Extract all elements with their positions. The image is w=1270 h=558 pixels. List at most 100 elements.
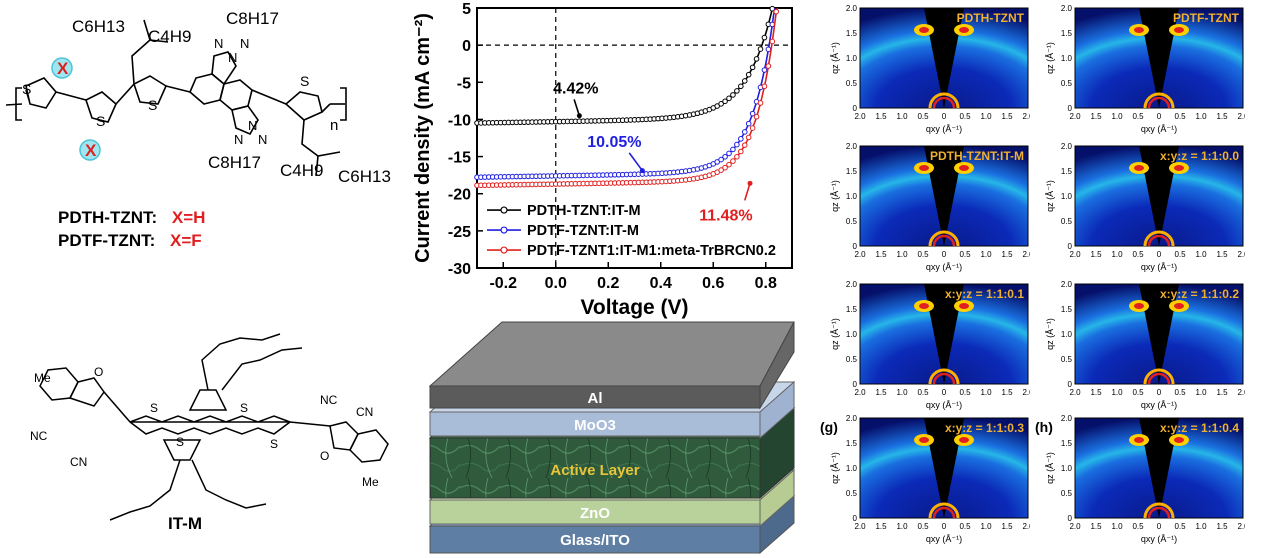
layer-label-zno: ZnO	[580, 505, 610, 522]
giwaxs-ytick-2: 1.0	[846, 464, 858, 473]
data-point-1-183	[714, 159, 720, 165]
layer-label-active: Active Layer	[550, 462, 639, 479]
giwaxs-ylabel: qz (Å⁻¹)	[830, 318, 840, 350]
layer-label-moo3: MoO3	[574, 417, 616, 434]
data-point-2-198	[734, 153, 740, 160]
giwaxs-xtick-0: 2.0	[854, 388, 866, 397]
data-point-0-198	[734, 88, 740, 94]
specular-arc	[1143, 368, 1175, 385]
giwaxs-panel-8: 2.0 1.5 1.0 0.5 0 0.5 1.0 1.5 2.0 2.0 1.5 1.0 0.5 0 qx…	[1035, 414, 1245, 544]
layer-moo3	[429, 411, 761, 437]
giwaxs-xtick-1: 1.5	[875, 388, 887, 397]
giwaxs-ytick-0: 2.0	[1061, 4, 1073, 13]
specular-arc	[928, 502, 960, 519]
giwaxs-xtick-7: 1.5	[1216, 250, 1228, 259]
giwaxs-xtick-5: 0.5	[1174, 250, 1186, 259]
giwaxs-xlabel: qxy (Å⁻¹)	[926, 124, 962, 134]
giwaxs-xtick-8: 2.0	[1022, 522, 1030, 531]
giwaxs-ylabel: qz (Å⁻¹)	[830, 42, 840, 74]
missing-wedge	[1139, 146, 1179, 246]
data-point-2-228	[773, 8, 780, 15]
giwaxs-xtick-3: 0.5	[917, 250, 929, 259]
giwaxs-xtick-8: 2.0	[1237, 250, 1245, 259]
giwaxs-ytick-1: 1.5	[1061, 29, 1073, 38]
x-tick-label-3: 0.4	[650, 275, 672, 292]
giwaxs-xtick-6: 1.0	[980, 388, 992, 397]
giwaxs-xtick-0: 2.0	[854, 522, 866, 531]
giwaxs-ytick-2: 1.0	[1061, 464, 1073, 473]
giwaxs-ytick-3: 0.5	[846, 355, 858, 364]
specular-arc	[928, 92, 960, 109]
giwaxs-ytick-1: 1.5	[846, 167, 858, 176]
giwaxs-panel-4: 2.0 1.5 1.0 0.5 0 0.5 1.0 1.5 2.0 2.0 1.5 1.0 0.5 0 qx…	[1045, 142, 1245, 272]
data-point-2-195	[730, 158, 736, 164]
giwaxs-ytick-3: 0.5	[846, 217, 858, 226]
specular-arc	[1143, 92, 1175, 109]
y-tick-label-6: -25	[448, 224, 471, 241]
giwaxs-xtick-3: 0.5	[1132, 250, 1144, 259]
data-point-2-186	[718, 167, 724, 173]
svg-text:N: N	[214, 36, 223, 51]
giwaxs-xlabel: qxy (Å⁻¹)	[926, 262, 962, 272]
layer-label-al: Al	[588, 390, 603, 407]
giwaxs-xlabel: qxy (Å⁻¹)	[926, 534, 962, 544]
giwaxs-xtick-5: 0.5	[1174, 112, 1186, 121]
giwaxs-xtick-4: 0	[942, 388, 947, 397]
data-point-0-192	[726, 95, 732, 102]
giwaxs-ytick-0: 2.0	[846, 414, 858, 423]
giwaxs-xtick-0: 2.0	[1069, 522, 1081, 531]
itm-me-2: Me	[362, 475, 379, 489]
giwaxs-ytick-3: 0.5	[1061, 217, 1073, 226]
giwaxs-xtick-1: 1.5	[875, 250, 887, 259]
giwaxs-xtick-7: 1.5	[1001, 112, 1013, 121]
giwaxs-xtick-3: 0.5	[917, 388, 929, 397]
data-point-0-189	[722, 98, 728, 105]
giwaxs-title-1: PDTH-TZNT	[957, 11, 1025, 25]
giwaxs-xtick-1: 1.5	[1090, 112, 1102, 121]
giwaxs-ytick-4: 0	[1068, 104, 1073, 113]
pce-arrow-2	[743, 183, 751, 201]
giwaxs-xtick-6: 1.0	[980, 522, 992, 531]
itm-name: IT-M	[168, 514, 202, 533]
giwaxs-xtick-6: 1.0	[1195, 250, 1207, 259]
giwaxs-ytick-2: 1.0	[846, 192, 858, 201]
giwaxs-xtick-7: 1.5	[1001, 250, 1013, 259]
chain-c6h13-a: C6H13	[72, 17, 125, 36]
specular-arc	[928, 368, 960, 385]
giwaxs-xtick-8: 2.0	[1022, 112, 1030, 121]
giwaxs-ytick-1: 1.5	[846, 305, 858, 314]
giwaxs-panel-3: 2.0 1.5 1.0 0.5 0 0.5 1.0 1.5 2.0 2.0 1.5 1.0 0.5 0 qx…	[830, 142, 1030, 272]
itm-cn-2: CN	[356, 405, 373, 419]
data-point-0-201	[738, 83, 744, 90]
giwaxs-xlabel: qxy (Å⁻¹)	[1141, 534, 1177, 544]
pce-label-0: 4.42%	[553, 80, 598, 97]
giwaxs-tag-8: (h)	[1035, 419, 1053, 435]
giwaxs-xtick-5: 0.5	[1174, 388, 1186, 397]
polymer-svg: X X S S S S N N N N N N n C6H13 C4H9 C8H…	[5, 9, 391, 186]
polymer-legend-row-2: PDTF-TZNT: X=F	[58, 231, 202, 251]
pce-arrow-head-1	[639, 168, 645, 174]
missing-wedge	[924, 284, 964, 384]
data-point-0-213	[753, 56, 760, 62]
giwaxs-xtick-3: 0.5	[1132, 388, 1144, 397]
itm-s-1: S	[150, 401, 158, 415]
layer-label-glass-ito: Glass/ITO	[560, 532, 630, 549]
itm-cn-1: CN	[70, 455, 87, 469]
svg-text:N: N	[248, 118, 257, 133]
data-point-2-204	[741, 142, 748, 148]
giwaxs-xtick-3: 0.5	[917, 522, 929, 531]
x-tick-label-2: 0.2	[597, 275, 619, 292]
data-point-2-207	[745, 134, 752, 141]
legend-marker-1	[500, 226, 508, 234]
legend-label-1: PDTF-TZNT:IT-M	[527, 223, 639, 239]
y-tick-label-2: -5	[457, 75, 471, 92]
legend-label-2: PDTF-TZNT1:IT-M1:meta-TrBRCN0.2	[527, 243, 776, 259]
data-point-0-216	[757, 46, 764, 52]
giwaxs-ytick-1: 1.5	[1061, 167, 1073, 176]
layer-glass-ito	[429, 525, 761, 554]
giwaxs-ytick-1: 1.5	[846, 439, 858, 448]
giwaxs-xtick-2: 1.0	[1111, 522, 1123, 531]
data-point-2-213	[753, 113, 760, 120]
missing-wedge	[924, 8, 964, 108]
giwaxs-xtick-0: 2.0	[854, 250, 866, 259]
